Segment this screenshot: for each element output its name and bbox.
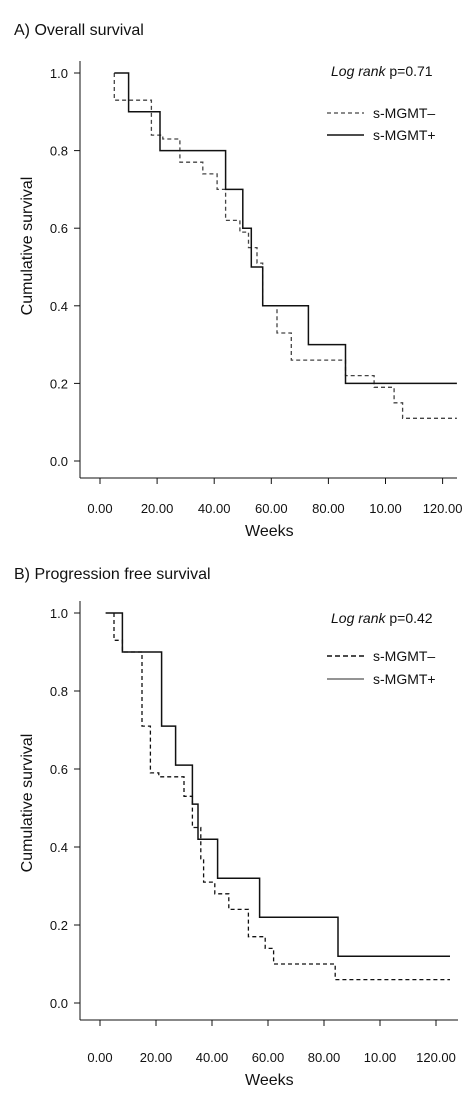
legend-label-mgmt-negative: s-MGMT– — [373, 648, 436, 664]
series-line-mgmt-negative — [113, 613, 450, 981]
y-tick-label: 1.0 — [50, 606, 68, 621]
y-tick-label: 0.0 — [50, 996, 68, 1011]
x-tick-label: 60.00 — [252, 1050, 285, 1065]
x-tick-label: 10.00 — [369, 501, 402, 516]
x-tick-label: 40.00 — [198, 501, 231, 516]
chart-panel-overall-survival: A) Overall survival Cumulative survival … — [0, 0, 474, 550]
chart-panel-progression-free-survival: B) Progression free survival Cumulative … — [0, 556, 474, 1106]
x-tick-label: 60.00 — [255, 501, 288, 516]
log-rank-label: Log rank — [331, 610, 386, 626]
y-tick-label: 0.2 — [50, 376, 68, 391]
y-tick-label: 0.8 — [50, 144, 68, 159]
x-tick-label: 80.00 — [312, 501, 345, 516]
y-tick-label: 0.4 — [50, 840, 68, 855]
chart-title: A) Overall survival — [14, 22, 144, 39]
x-axis-label: Weeks — [245, 523, 294, 540]
x-tick-label: 120.00 — [416, 1050, 456, 1065]
log-rank-value: p=0.42 — [389, 610, 433, 626]
log-rank-label: Log rank — [331, 63, 386, 79]
legend-label-mgmt-negative: s-MGMT– — [373, 105, 436, 121]
y-tick-label: 1.0 — [50, 66, 68, 81]
legend-label-mgmt-positive: s-MGMT+ — [373, 671, 436, 687]
chart-svg: 0.0 0.2 0.4 0.6 0.8 1.0 0.00 20.00 40.00 60.00 80.… — [50, 601, 458, 1065]
y-tick-label: 0.2 — [50, 918, 68, 933]
y-tick-label: 0.6 — [50, 762, 68, 777]
legend-label-mgmt-positive: s-MGMT+ — [373, 127, 436, 143]
log-rank-annotation: Log rank p=0.42 — [331, 610, 433, 626]
series-line-mgmt-positive — [114, 72, 457, 385]
chart-svg: 0.0 0.2 0.4 0.6 0.8 1.0 0.00 20.00 40.00 60.00 80.… — [50, 61, 463, 516]
y-tick-label: 0.4 — [50, 299, 68, 314]
y-tick-label: 0.8 — [50, 684, 68, 699]
x-tick-label: 120.00 — [423, 501, 463, 516]
chart-title: B) Progression free survival — [14, 566, 211, 583]
y-tick-label: 0.0 — [50, 454, 68, 469]
series-line-mgmt-negative — [113, 73, 457, 419]
x-axis-label: Weeks — [245, 1072, 294, 1089]
log-rank-value: p=0.71 — [389, 63, 433, 79]
x-tick-label: 80.00 — [308, 1050, 341, 1065]
x-tick-label: 20.00 — [141, 501, 174, 516]
x-tick-label: 40.00 — [196, 1050, 229, 1065]
log-rank-annotation: Log rank p=0.71 — [331, 63, 433, 79]
y-tick-label: 0.6 — [50, 221, 68, 236]
x-tick-label: 0.00 — [87, 501, 112, 516]
series-line-mgmt-positive — [105, 612, 450, 957]
x-tick-label: 20.00 — [140, 1050, 173, 1065]
x-tick-label: 0.00 — [87, 1050, 112, 1065]
x-tick-label: 10.00 — [364, 1050, 397, 1065]
